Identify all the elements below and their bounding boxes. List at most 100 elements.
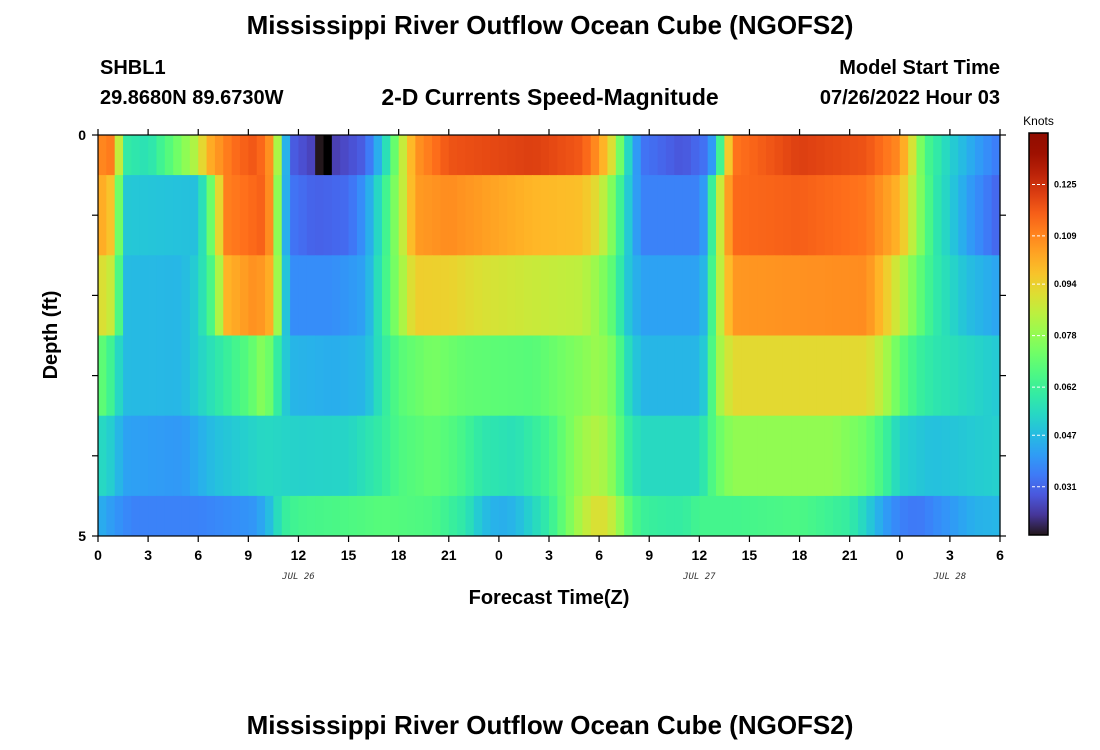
y-axis-title: Depth (ft) [40,291,62,380]
heatmap-cell [582,335,592,417]
heatmap-cell [323,175,333,256]
heatmap-cell [331,335,341,417]
heatmap-cell [248,415,258,497]
heatmap-cell [574,175,584,256]
chart-subtitle: 2-D Currents Speed-Magnitude [381,84,719,110]
heatmap-cell [148,255,158,336]
heatmap-cell [974,255,984,336]
heatmap-cell [432,415,442,497]
heatmap-cell [173,495,183,537]
heatmap-cell [348,255,358,336]
heatmap-cell [933,135,943,176]
heatmap-cell [532,335,542,417]
heatmap-cell [189,255,199,336]
heatmap-cell [173,175,183,256]
heatmap-cell [916,175,926,256]
heatmap-cell [707,135,717,176]
heatmap-cell [590,335,600,417]
heatmap-cell [674,495,684,537]
heatmap-cell [181,175,191,256]
heatmap-cell [582,415,592,497]
heatmap-cell [766,255,776,336]
heatmap-cell [482,495,492,537]
heatmap-cell [306,135,316,176]
heatmap-cell [774,175,784,256]
heatmap-cell [390,135,400,176]
heatmap-cell [273,175,283,256]
heatmap-cell [699,495,709,537]
heatmap-cell [590,135,600,176]
heatmap-cell [373,135,383,176]
heatmap-cell [565,135,575,176]
heatmap-cell [123,255,133,336]
heatmap-cell [473,175,483,256]
heatmap-cell [782,335,792,417]
station-id: SHBL1 [100,57,166,79]
heatmap-cell [874,175,884,256]
heatmap-cell [331,415,341,497]
heatmap-cell [607,175,617,256]
heatmap-cell [98,135,107,176]
y-tick-label: 5 [78,528,86,544]
heatmap-cell [340,335,350,417]
heatmap-cell [557,495,567,537]
heatmap-cell [148,135,158,176]
heatmap-cell [498,415,508,497]
heatmap-cell [365,495,375,537]
heatmap-cell [682,135,692,176]
heatmap-cell [214,255,224,336]
heatmap-cell [807,495,817,537]
heatmap-cell [273,415,283,497]
heatmap-cell [574,495,584,537]
heatmap-cell [991,495,1001,537]
y-axis: 05 [78,127,1006,544]
heatmap-cell [331,135,341,176]
heatmap-cell [256,335,266,417]
heatmap-cell [891,255,901,336]
heatmap-cell [782,135,792,176]
heatmap-cell [841,175,851,256]
heatmap-cell [214,135,224,176]
heatmap-cell [448,175,458,256]
heatmap-cells [98,135,1001,537]
heatmap-cell [356,415,366,497]
heatmap-cell [123,415,133,497]
heatmap-cell [832,415,842,497]
heatmap-cell [858,415,867,497]
heatmap-cell [223,135,233,176]
heatmap-cell [891,335,901,417]
heatmap-cell [549,415,558,497]
heatmap-cell [131,495,141,537]
heatmap-cell [323,495,333,537]
heatmap-cell [549,255,558,336]
heatmap-cell [707,335,717,417]
heatmap-cell [131,135,141,176]
heatmap-cell [490,175,500,256]
heatmap-cell [206,135,216,176]
heatmap-cell [732,415,742,497]
heatmap-cell [832,255,842,336]
heatmap-cell [306,495,316,537]
heatmap-cell [214,335,224,417]
heatmap-cell [991,135,1001,176]
heatmap-cell [148,175,158,256]
heatmap-cell [966,135,976,176]
heatmap-cell [749,135,759,176]
heatmap-cell [866,335,876,417]
heatmap-cell [682,415,692,497]
heatmap-cell [824,175,834,256]
x-tick-label: 15 [742,547,758,563]
heatmap-cell [323,255,333,336]
heatmap-cell [415,175,425,256]
heatmap-cell [874,335,884,417]
heatmap-cell [231,495,241,537]
heatmap-cell [949,415,959,497]
heatmap-cell [373,175,383,256]
colorbar-tick-label: 0.078 [1054,331,1077,341]
heatmap-cell [632,175,642,256]
heatmap-cell [716,335,725,417]
heatmap-cell [114,495,124,537]
heatmap-cell [482,255,492,336]
heatmap-cell [674,175,684,256]
heatmap-cell [156,415,166,497]
